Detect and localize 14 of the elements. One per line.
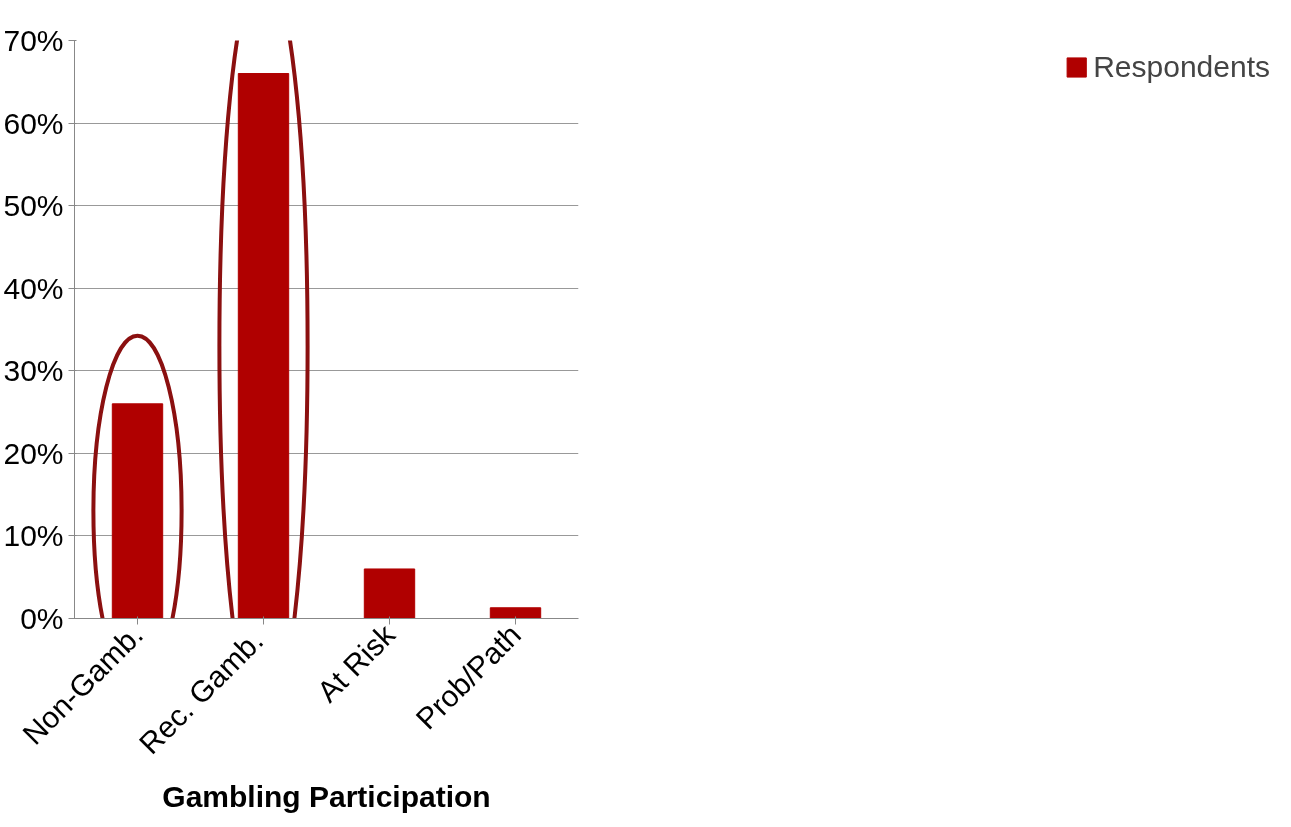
y-tick-label: 30% (3, 354, 64, 388)
y-tick-label: 0% (20, 602, 64, 635)
y-tick-label: 20% (3, 436, 64, 470)
y-tick-label: 70% (3, 24, 64, 57)
y-tick-label: 10% (3, 519, 64, 553)
x-tick-label: At Risk (310, 617, 402, 709)
x-axis-title: Gambling Participation (162, 779, 491, 813)
y-tick-label: 60% (3, 106, 64, 140)
bar (363, 568, 416, 619)
bar (489, 607, 542, 619)
y-tick-label: 50% (3, 189, 64, 223)
legend-label: Respondents (1093, 50, 1270, 84)
bar (111, 403, 164, 619)
y-tick-label: 40% (3, 271, 64, 305)
